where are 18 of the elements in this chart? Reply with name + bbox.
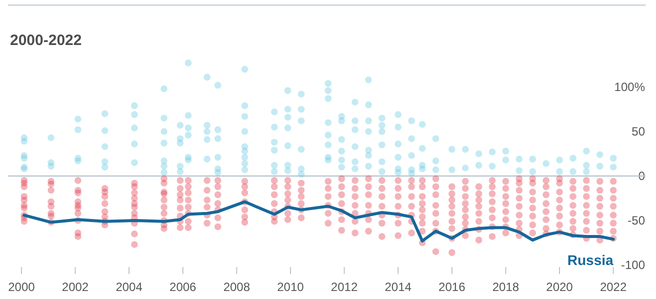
x-tick-label: 2006 [170, 280, 197, 294]
x-tick-label: 2018 [492, 280, 520, 294]
x-tick-label: 2002 [62, 280, 89, 294]
y-tick-label: 100% [614, 80, 646, 94]
x-tick-label: 2004 [116, 280, 143, 294]
x-tick-label: 2020 [546, 280, 574, 294]
x-tick-label: 2016 [438, 280, 466, 294]
x-tick-label: 2000 [8, 280, 36, 294]
x-tick-label: 2014 [384, 280, 412, 294]
y-tick-label: -50 [628, 214, 646, 228]
x-tick-label: 2010 [277, 280, 304, 294]
series-label: Russia [567, 252, 614, 268]
x-tick-label: 2012 [330, 280, 358, 294]
x-tick-label: 2008 [223, 280, 250, 294]
x-tick-label: 2022 [600, 280, 627, 294]
y-tick-label: -100 [620, 258, 646, 272]
y-tick-label: 50 [632, 124, 646, 139]
text: 2000-2022 [10, 32, 82, 49]
